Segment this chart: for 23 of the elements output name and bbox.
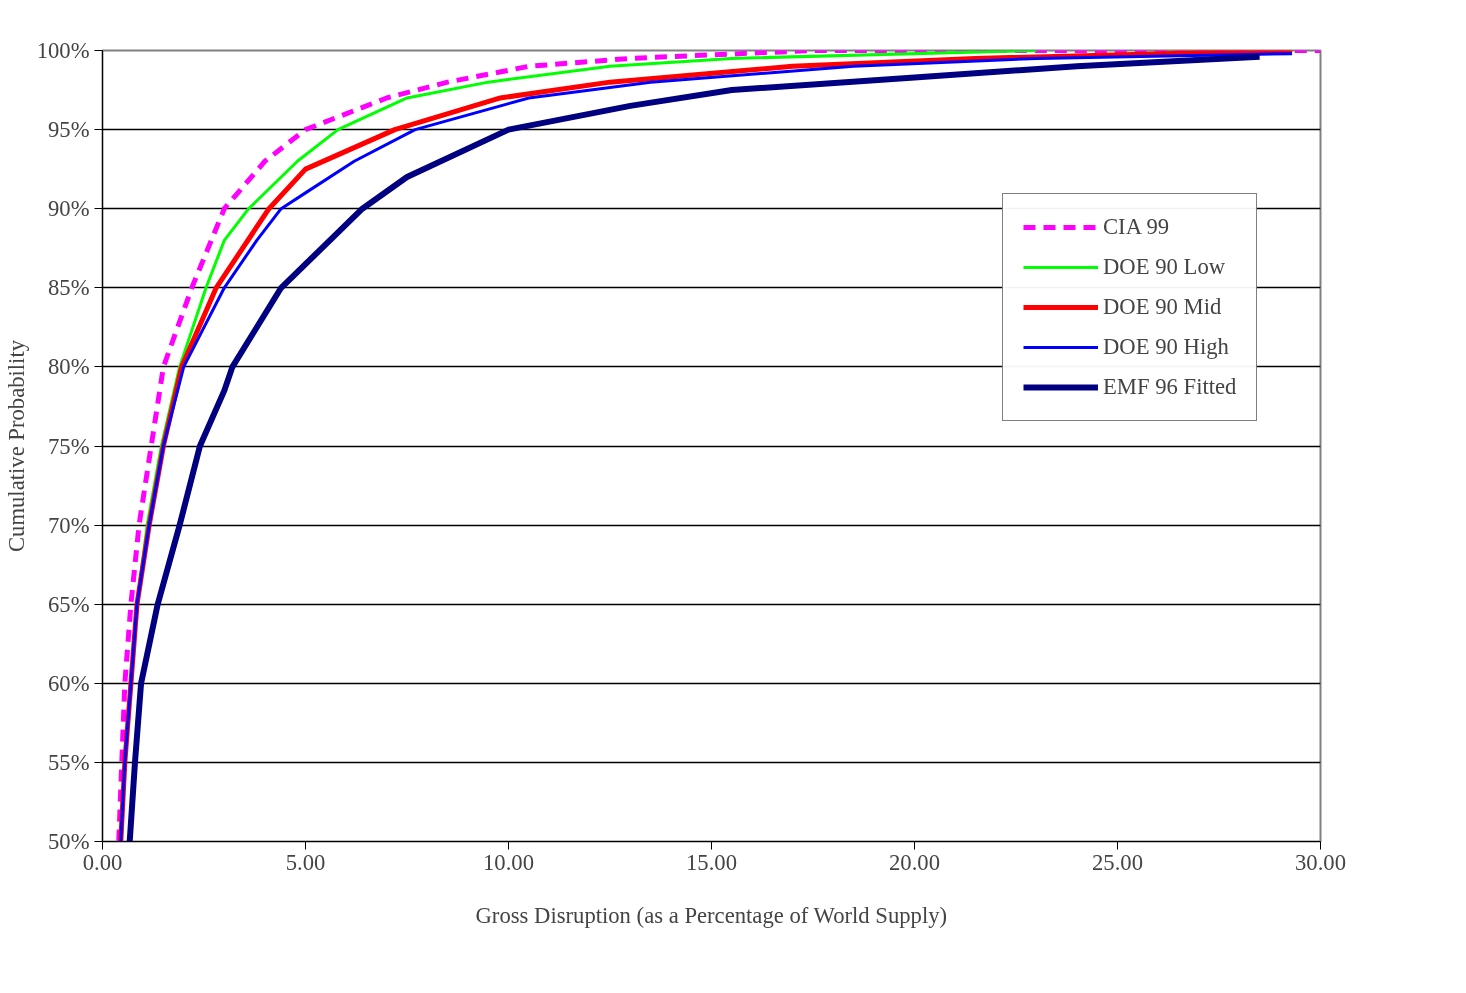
- legend-label: DOE 90 Low: [1103, 254, 1226, 280]
- x-tick-label: 5.00: [285, 849, 326, 875]
- y-axis-title: Cumulative Probability: [3, 339, 29, 553]
- y-tick-label: 75%: [47, 433, 90, 459]
- legend-label: DOE 90 Mid: [1103, 294, 1222, 320]
- y-tick-label: 85%: [47, 275, 90, 301]
- y-tick-label: 95%: [47, 117, 90, 143]
- legend-label: EMF 96 Fitted: [1103, 374, 1237, 400]
- y-tick-label: 80%: [47, 354, 90, 380]
- y-tick-label: 90%: [47, 196, 90, 222]
- x-tick-label: 30.00: [1295, 849, 1346, 875]
- y-tick-label: 70%: [47, 512, 90, 538]
- y-tick-label: 65%: [47, 591, 90, 617]
- x-tick-label: 10.00: [483, 849, 534, 875]
- x-axis-title: Gross Disruption (as a Percentage of World Supply): [475, 902, 948, 928]
- x-tick-label: 20.00: [889, 849, 940, 875]
- x-tick-label: 25.00: [1092, 849, 1143, 875]
- legend-label: CIA 99: [1103, 214, 1170, 240]
- y-tick-label: 55%: [47, 749, 90, 775]
- y-tick-label: 60%: [47, 670, 90, 696]
- y-tick-label: 100%: [36, 38, 90, 63]
- x-tick-label: 15.00: [686, 849, 737, 875]
- legend-label: DOE 90 High: [1103, 334, 1229, 360]
